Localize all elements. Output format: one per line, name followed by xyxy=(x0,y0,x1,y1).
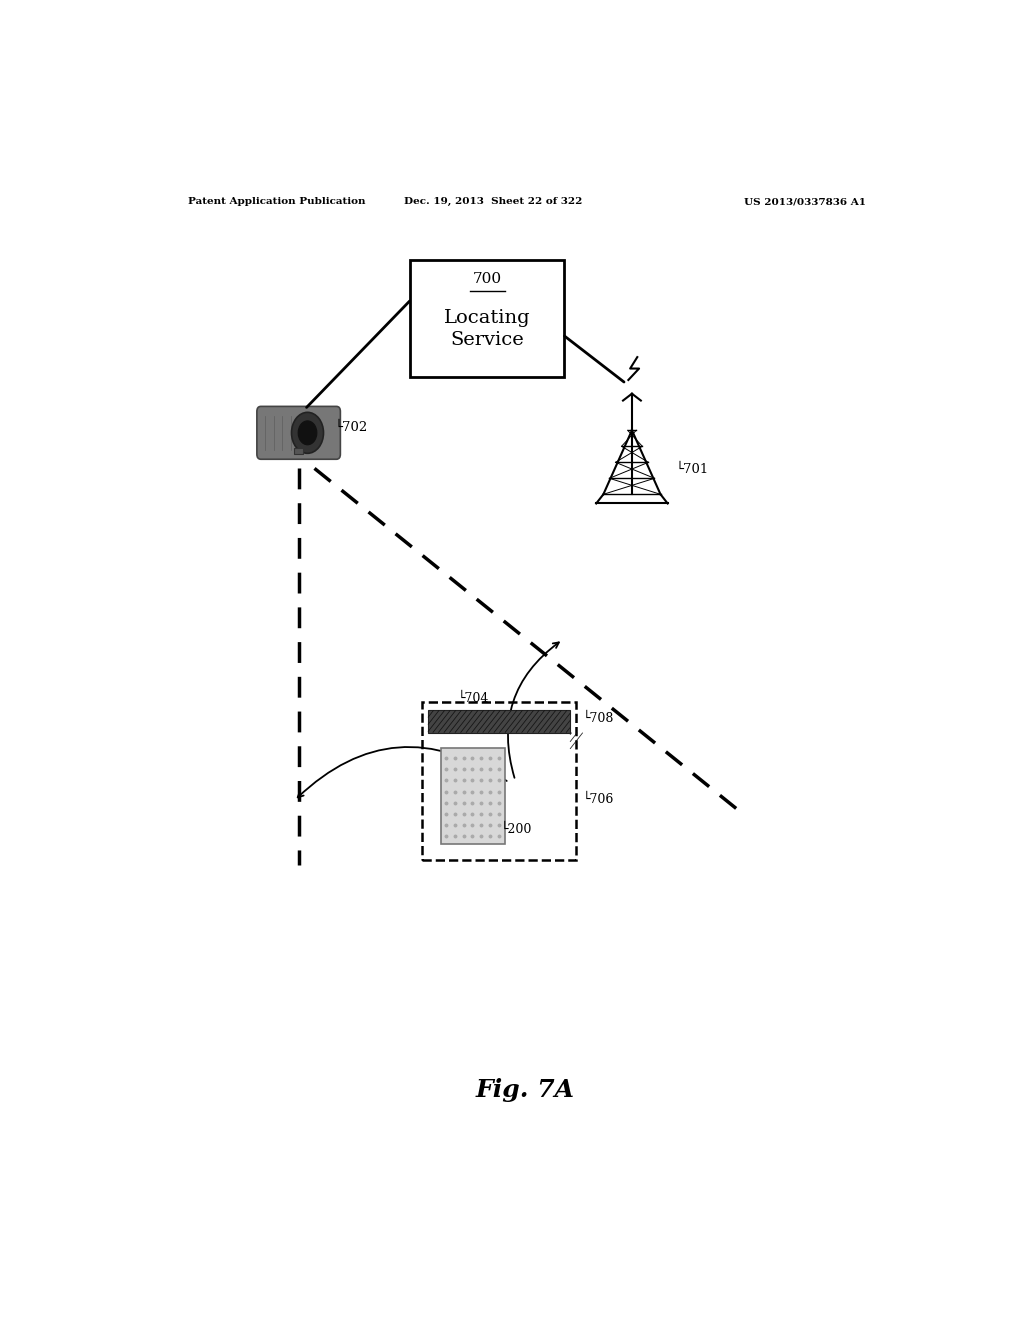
Text: └701: └701 xyxy=(676,463,709,477)
Circle shape xyxy=(292,412,324,453)
Text: └704: └704 xyxy=(458,692,488,705)
Bar xyxy=(428,710,570,733)
Text: 700: 700 xyxy=(472,272,502,286)
Text: US 2013/0337836 A1: US 2013/0337836 A1 xyxy=(744,197,866,206)
Text: └702: └702 xyxy=(334,421,368,434)
Bar xyxy=(410,260,564,378)
Bar xyxy=(441,748,505,845)
Text: └200: └200 xyxy=(501,824,532,837)
FancyBboxPatch shape xyxy=(257,407,340,459)
Text: └706: └706 xyxy=(583,793,614,807)
Text: Patent Application Publication: Patent Application Publication xyxy=(187,197,365,206)
Circle shape xyxy=(298,421,316,445)
Text: Dec. 19, 2013  Sheet 22 of 322: Dec. 19, 2013 Sheet 22 of 322 xyxy=(403,197,583,206)
Text: └708: └708 xyxy=(583,713,614,725)
Bar xyxy=(294,449,303,454)
Bar xyxy=(422,702,577,859)
Text: Locating
Service: Locating Service xyxy=(443,309,530,348)
Text: Fig. 7A: Fig. 7A xyxy=(475,1078,574,1102)
